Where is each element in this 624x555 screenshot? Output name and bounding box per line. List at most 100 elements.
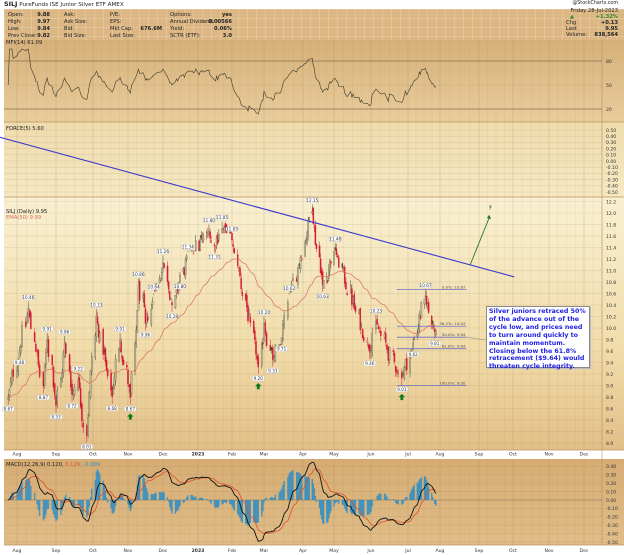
mfi-line	[7, 48, 437, 115]
candle	[392, 350, 394, 352]
candle	[376, 318, 378, 325]
macd-histogram-bar	[175, 500, 178, 512]
macd-histogram-bar	[380, 493, 382, 500]
candle	[170, 298, 172, 300]
fund-name: PureFunds ISE Junior Silver ETF	[19, 2, 106, 8]
macd-histogram-bar	[61, 500, 63, 511]
macd-histogram-bar	[232, 500, 234, 509]
macd-histogram-bar	[424, 476, 427, 500]
price-label-box	[329, 236, 342, 242]
question-mark: ?	[489, 206, 492, 212]
candle	[223, 226, 226, 233]
candle	[319, 258, 322, 273]
candle	[283, 315, 285, 327]
macd-histogram-bar	[113, 500, 116, 512]
candle	[403, 366, 406, 379]
candle	[351, 288, 353, 305]
macd-histogram-bar	[91, 488, 93, 500]
macd-histogram-bar	[21, 481, 23, 500]
candle	[91, 356, 93, 372]
force-tick: -0.20	[606, 171, 618, 177]
macd-histogram-bar	[202, 498, 205, 500]
macd-histogram-bar	[288, 473, 290, 500]
candle	[134, 343, 136, 372]
candle	[386, 344, 388, 350]
candle	[42, 372, 45, 387]
price-tick: 11.4	[606, 245, 616, 251]
macd-histogram-bar	[89, 497, 92, 500]
price-label-box	[275, 346, 288, 352]
price-label-box	[215, 214, 229, 221]
macd-histogram-bar	[187, 495, 189, 500]
candle	[247, 305, 249, 322]
symbol: SILJ	[4, 0, 18, 8]
macd-histogram-bar	[210, 500, 212, 504]
month-label: Mar	[260, 452, 269, 458]
macd-histogram-bar	[200, 497, 202, 500]
price-tick: 9.0	[606, 383, 613, 389]
candle	[336, 255, 339, 258]
macd-histogram-bar	[214, 500, 217, 509]
price-tick: 12.2	[606, 199, 616, 205]
macd-histogram-bar	[54, 500, 56, 518]
macd-histogram-bar	[169, 500, 171, 508]
candle	[184, 258, 187, 276]
candle	[380, 330, 382, 336]
price-tick: 8.8	[606, 395, 613, 401]
macd-histogram-bar	[290, 470, 293, 500]
macd-histogram-bar	[426, 482, 429, 500]
macd-histogram-bar	[215, 500, 218, 508]
price-label: 10.20	[258, 310, 270, 315]
price-label: 12.15	[306, 198, 318, 203]
candle	[112, 388, 115, 394]
candle	[304, 242, 306, 257]
change-label: Chg	[566, 20, 577, 26]
macd-histogram-bar	[155, 492, 157, 500]
candle	[358, 310, 360, 314]
price-label: 10.67	[420, 283, 432, 288]
macd-histogram-bar	[278, 492, 280, 500]
macd-histogram-bar	[299, 473, 302, 500]
macd-histogram-bar	[342, 500, 345, 506]
candle	[369, 344, 371, 353]
macd-histogram-bar	[435, 500, 437, 506]
macd-histogram-bar	[292, 470, 294, 500]
price-label-box	[124, 406, 137, 412]
price-label-box	[266, 368, 279, 374]
price-label-box	[252, 375, 265, 382]
macd-tick: -0.30	[606, 523, 618, 529]
candle	[406, 358, 408, 371]
volume-label: Volume:	[566, 32, 588, 38]
candle	[255, 341, 257, 355]
macd-histogram-bar	[233, 500, 235, 511]
candle	[121, 356, 124, 362]
price-tick: 10.2	[606, 314, 616, 320]
quote-label: Bid Size:	[64, 33, 87, 39]
macd-histogram-bar	[238, 500, 240, 516]
price-label-box	[147, 284, 160, 290]
month-label: Oct	[509, 452, 517, 458]
macd-histogram-bar	[77, 500, 79, 506]
macd-histogram-bar	[270, 496, 273, 500]
watermark: @StockCharts.com	[572, 1, 618, 6]
macd-histogram-bar	[128, 500, 130, 508]
candle	[241, 292, 244, 296]
price-label: 8.87	[39, 395, 49, 400]
candle	[298, 263, 300, 266]
price-label: 9.20	[254, 376, 264, 381]
price-label: 11.85	[216, 215, 228, 220]
price-tick: 11.6	[606, 234, 616, 240]
macd-histogram-bar	[152, 493, 155, 500]
candle	[322, 280, 325, 289]
macd-histogram-bar	[383, 493, 386, 500]
macd-histogram-bar	[36, 500, 38, 505]
quote-label: P/E:	[110, 12, 120, 18]
macd-histogram-bar	[425, 479, 428, 500]
price-label: 10.33	[90, 303, 102, 308]
macd-histogram-bar	[26, 479, 28, 500]
price-label-box	[306, 197, 319, 203]
macd-histogram-bar	[209, 500, 211, 503]
macd-histogram-bar	[329, 500, 331, 514]
macd-histogram-bar	[330, 500, 332, 512]
macd-histogram-bar	[280, 488, 283, 500]
